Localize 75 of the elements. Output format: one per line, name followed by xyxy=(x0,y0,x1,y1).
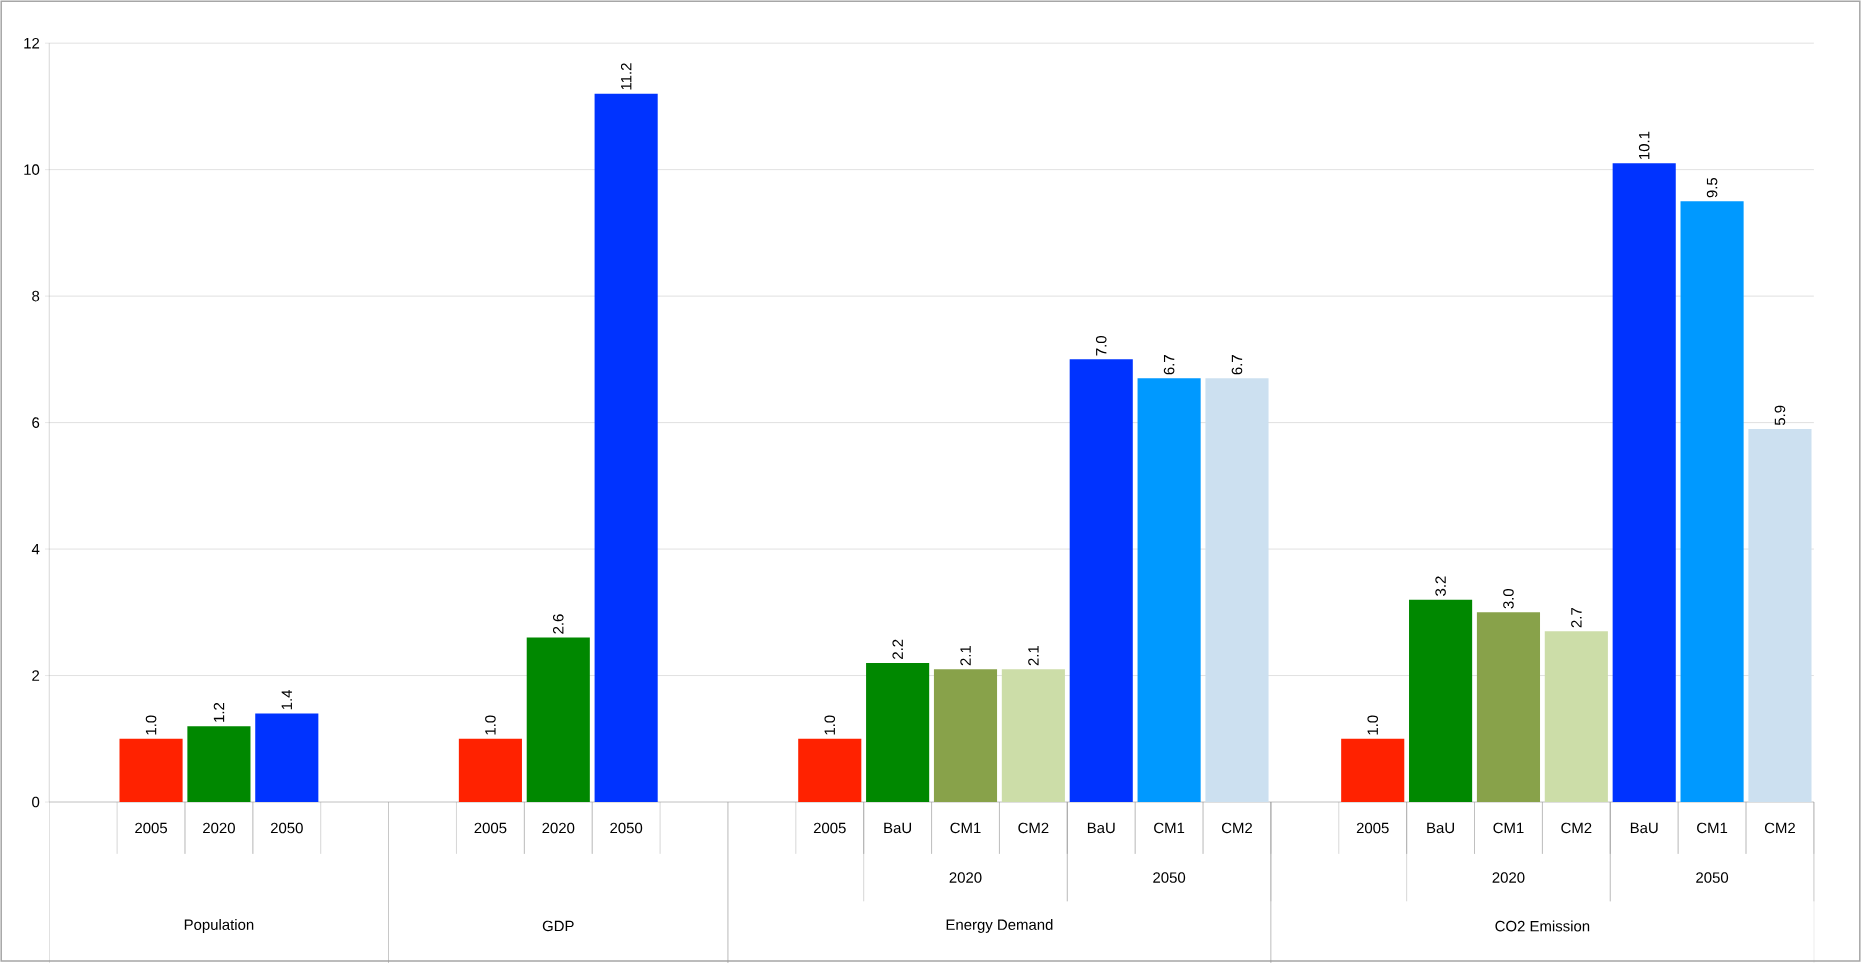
x-tick-label: BaU xyxy=(884,822,912,833)
data-label: 6.7 xyxy=(1163,354,1175,375)
x-tick-label: 2020 xyxy=(542,822,575,833)
data-label: 1.2 xyxy=(213,702,225,722)
bar xyxy=(1001,668,1065,802)
data-label: 3.0 xyxy=(1503,588,1514,609)
bar xyxy=(1680,201,1744,802)
bar xyxy=(594,93,658,802)
data-label: 1.0 xyxy=(824,715,836,735)
bar xyxy=(1544,631,1608,802)
bar xyxy=(526,637,590,802)
bar xyxy=(933,668,998,802)
x-tick-label: CM2 xyxy=(1018,822,1049,833)
x-tick-label: CM1 xyxy=(1697,822,1728,833)
bar xyxy=(1748,428,1812,802)
data-label: 2.6 xyxy=(552,614,564,634)
y-tick-label: 12 xyxy=(24,37,40,49)
x-tick-label: 2050 xyxy=(610,822,643,833)
x-tick-label: 2050 xyxy=(270,822,303,833)
data-label: 2.1 xyxy=(960,645,971,666)
data-label: 11.2 xyxy=(620,63,632,90)
x-tick-label: CM2 xyxy=(1221,822,1252,833)
text: GDP xyxy=(542,920,574,932)
data-label: 1.4 xyxy=(281,689,292,709)
bar xyxy=(1205,378,1269,802)
data-label: 3.2 xyxy=(1435,576,1446,596)
x-tick-label: 2005 xyxy=(135,822,168,833)
x-tick-label: CM1 xyxy=(1154,822,1185,833)
bar xyxy=(119,738,183,802)
text: 2050 xyxy=(1153,872,1186,883)
bar xyxy=(1476,612,1541,802)
y-tick-label: 2 xyxy=(32,670,40,681)
data-label: 5.9 xyxy=(1774,405,1786,425)
data-label: 2.1 xyxy=(1028,645,1039,666)
text: 2050 xyxy=(1696,872,1729,883)
text: CO2 Emission xyxy=(1495,920,1590,932)
bar xyxy=(458,738,522,802)
text: Population xyxy=(184,918,254,933)
x-tick-label: BaU xyxy=(1630,822,1658,833)
x-tick-label: CM2 xyxy=(1764,822,1795,833)
data-label: 7.0 xyxy=(1095,335,1107,356)
bar xyxy=(1612,163,1676,802)
x-tick-label: 2005 xyxy=(474,822,507,833)
y-tick-label: 0 xyxy=(32,796,40,808)
text: 2020 xyxy=(1492,872,1525,883)
bar xyxy=(187,725,251,802)
y-tick-label: 4 xyxy=(31,543,40,554)
x-tick-label: CM1 xyxy=(950,822,981,833)
text: 2020 xyxy=(949,872,982,883)
data-label: 1.0 xyxy=(1367,715,1379,735)
x-tick-label: BaU xyxy=(1427,822,1454,833)
x-tick-label: CM1 xyxy=(1493,822,1524,833)
data-label: 1.0 xyxy=(485,715,496,735)
bar xyxy=(1069,359,1133,802)
x-tick-label: 2020 xyxy=(203,822,235,833)
data-label: 6.7 xyxy=(1231,354,1243,375)
bar xyxy=(1409,599,1473,802)
bar xyxy=(1137,378,1201,802)
y-tick-label: 10 xyxy=(24,164,40,175)
x-tick-label: BaU xyxy=(1087,822,1115,833)
data-label: 2.2 xyxy=(892,639,903,659)
bar xyxy=(798,738,862,802)
bar xyxy=(1341,738,1405,802)
bar xyxy=(866,662,930,802)
data-label: 10.1 xyxy=(1638,131,1650,159)
data-label: 1.0 xyxy=(145,715,157,735)
x-tick-label: 2005 xyxy=(813,822,846,833)
data-label: 9.5 xyxy=(1706,177,1718,198)
y-tick-label: 8 xyxy=(32,290,40,302)
x-tick-label: CM2 xyxy=(1561,822,1592,833)
text: Energy Demand xyxy=(946,918,1053,933)
y-tick-label: 6 xyxy=(32,417,40,428)
x-tick-label: 2005 xyxy=(1356,822,1389,833)
bar xyxy=(255,713,319,802)
data-label: 2.7 xyxy=(1571,607,1582,628)
